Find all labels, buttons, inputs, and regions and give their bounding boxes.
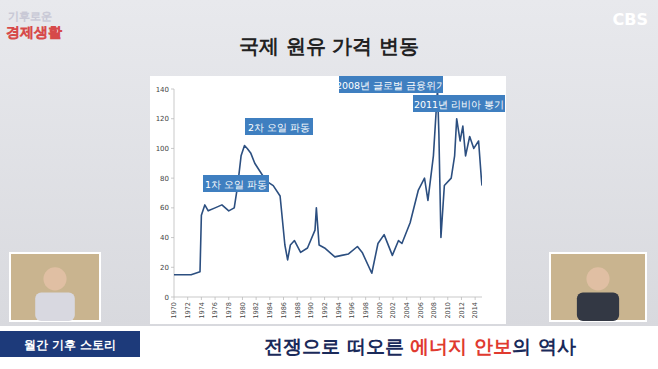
y-tick-label: 40 [160, 234, 169, 242]
chart-panel [150, 76, 506, 324]
headline: 전쟁으로 떠오른 에너지 안보의 역사 [264, 335, 575, 357]
headline-part: 에너지 안보 [410, 335, 512, 357]
channel-logo: CBS [613, 10, 648, 29]
scene: 기후로운경제생활 CBS 국제 원유 가격 변동 0 20 40 60 80 100 120 140… [0, 0, 658, 369]
y-tick [171, 148, 174, 149]
x-tick [351, 297, 352, 300]
y-tick [171, 89, 174, 90]
headline-part: 의 역사 [512, 335, 576, 357]
y-tick-label: 120 [156, 115, 169, 123]
x-tick-label: 2002 [389, 302, 397, 319]
x-tick [420, 297, 421, 300]
x-tick [461, 297, 462, 300]
x-tick [365, 297, 366, 300]
x-tick [434, 297, 435, 300]
x-tick [297, 297, 298, 300]
y-tick-label: 20 [160, 264, 169, 272]
x-tick [174, 297, 175, 300]
x-tick [215, 297, 216, 300]
x-tick-label: 1996 [348, 302, 356, 319]
y-tick [171, 118, 174, 119]
headline-part: 전쟁으로 떠오른 [264, 335, 410, 357]
segment-box [0, 331, 140, 357]
x-tick [242, 297, 243, 300]
y-tick [171, 237, 174, 238]
segment-label: 월간 기후 스토리 [24, 338, 116, 352]
y-tick-label: 0 [165, 294, 169, 302]
x-tick [379, 297, 380, 300]
person-body [577, 292, 619, 321]
y-tick [171, 267, 174, 268]
annotation-box [245, 118, 313, 135]
person-head [586, 267, 609, 290]
x-tick-label: 1992 [321, 302, 329, 319]
person-head [43, 267, 66, 290]
x-tick-label: 2004 [403, 302, 411, 319]
video-thumbnail [10, 253, 100, 321]
annotation-box [203, 175, 269, 192]
x-tick-label: 2012 [458, 302, 466, 319]
annotation: 2차 오일 파동 [248, 122, 310, 133]
x-tick [269, 297, 270, 300]
y-tick [171, 207, 174, 208]
x-tick-label: 2014 [471, 302, 479, 319]
x-tick-label: 1986 [280, 302, 288, 319]
x-tick [310, 297, 311, 300]
x-tick [475, 297, 476, 300]
y-tick-label: 100 [156, 145, 169, 153]
y-tick [171, 297, 174, 298]
x-tick-label: 2008 [430, 302, 438, 319]
lower-third [0, 326, 658, 369]
x-tick-label: 1984 [266, 302, 274, 319]
annotation: 2011년 리비아 봉기 [414, 99, 504, 110]
x-tick [187, 297, 188, 300]
x-axis [174, 297, 482, 298]
x-tick [256, 297, 257, 300]
x-tick-label: 1974 [198, 302, 206, 319]
annotation: 2008년 글로벌 금융위기 [336, 80, 446, 91]
background [0, 0, 658, 369]
x-tick-label: 1998 [362, 302, 370, 319]
chart-title: 국제 원유 가격 변동 [239, 34, 420, 58]
person-body [35, 292, 75, 321]
x-tick [406, 297, 407, 300]
y-tick [171, 178, 174, 179]
x-tick [338, 297, 339, 300]
y-tick-label: 80 [160, 175, 169, 183]
x-tick-label: 2010 [444, 302, 452, 319]
x-tick [393, 297, 394, 300]
x-tick-label: 2000 [376, 302, 384, 319]
video-thumbnail [550, 253, 646, 321]
x-tick-label: 1972 [184, 302, 192, 319]
y-tick-label: 60 [160, 204, 169, 212]
x-tick-label: 1970 [170, 302, 178, 319]
price-line [174, 89, 482, 275]
x-tick-label: 2006 [417, 302, 425, 319]
logo-line: 경제생활 [6, 24, 62, 40]
annotation-box [413, 95, 505, 112]
x-tick-label: 1980 [239, 302, 247, 319]
x-tick-label: 1994 [335, 302, 343, 319]
annotation: 1차 오일 파동 [205, 179, 267, 190]
x-tick-label: 1990 [307, 302, 315, 319]
x-tick-label: 1976 [211, 302, 219, 319]
plot-area [174, 89, 482, 275]
x-tick [324, 297, 325, 300]
x-tick-label: 1978 [225, 302, 233, 319]
x-tick [201, 297, 202, 300]
y-tick-label: 140 [156, 86, 169, 94]
x-tick [447, 297, 448, 300]
y-axis [174, 89, 175, 297]
x-tick [283, 297, 284, 300]
x-tick-label: 1982 [252, 302, 260, 319]
x-tick-label: 1988 [294, 302, 302, 319]
logo-line: 기후로운 [8, 10, 52, 23]
x-tick [228, 297, 229, 300]
